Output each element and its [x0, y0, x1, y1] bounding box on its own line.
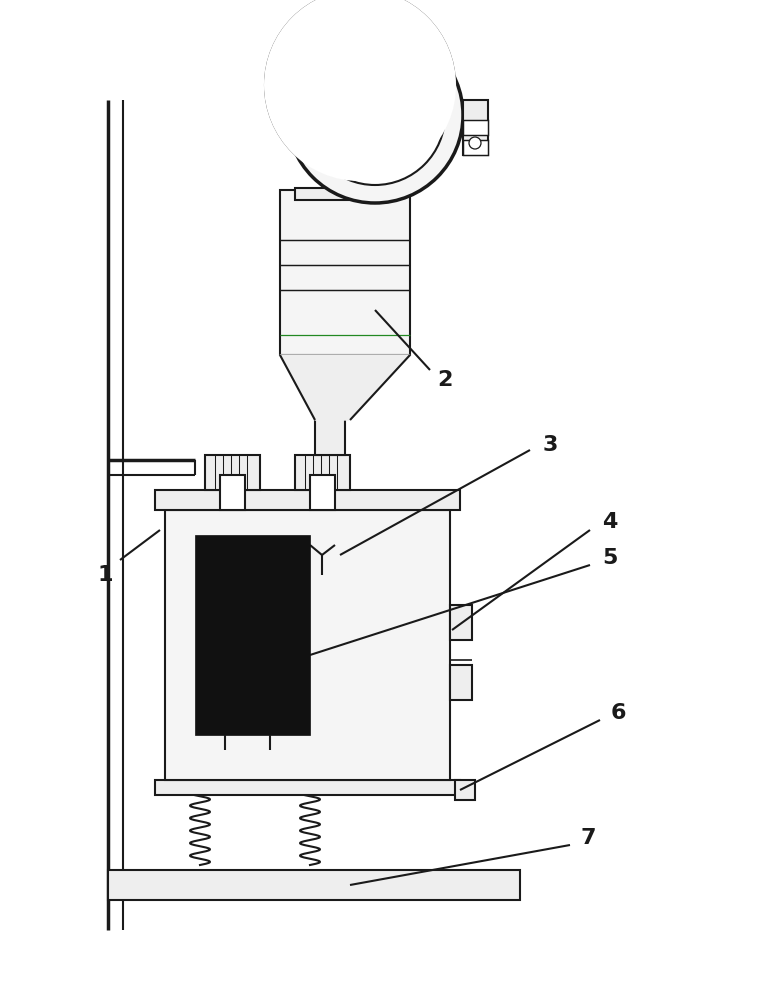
Bar	[195, 535, 310, 735]
Text: 7: 7	[580, 828, 596, 848]
Bar	[280, 190, 410, 355]
Bar	[415, 136, 433, 148]
Circle shape	[305, 45, 445, 185]
Bar	[165, 510, 450, 780]
Bar	[295, 188, 395, 200]
Circle shape	[323, 63, 427, 167]
Text: 3: 3	[542, 435, 558, 455]
Bar	[155, 490, 460, 510]
Circle shape	[332, 57, 388, 113]
Circle shape	[282, 7, 438, 163]
Circle shape	[365, 105, 385, 125]
Circle shape	[351, 91, 399, 139]
Text: 6: 6	[610, 703, 626, 723]
Bar	[108, 870, 520, 900]
Bar	[310, 475, 335, 510]
Circle shape	[469, 137, 481, 149]
Circle shape	[287, 27, 463, 203]
Bar	[450, 605, 472, 640]
Circle shape	[302, 27, 418, 143]
Polygon shape	[280, 355, 410, 420]
Bar	[340, 120, 415, 175]
Circle shape	[264, 0, 456, 181]
Text: 5: 5	[602, 548, 617, 568]
Circle shape	[265, 0, 455, 180]
Text: 1: 1	[97, 565, 113, 585]
Circle shape	[348, 73, 372, 97]
Bar	[355, 12, 395, 30]
Bar	[205, 455, 260, 490]
Bar	[355, 102, 405, 120]
Bar	[315, 350, 345, 455]
Bar	[455, 780, 475, 800]
Bar	[295, 455, 350, 490]
Bar	[220, 475, 245, 510]
Text: 2: 2	[437, 370, 453, 390]
Bar	[463, 100, 488, 155]
Text: 4: 4	[602, 512, 617, 532]
Bar	[155, 780, 460, 795]
Bar	[450, 665, 472, 700]
Bar	[415, 148, 433, 160]
Bar	[463, 120, 488, 135]
Bar	[463, 140, 488, 155]
